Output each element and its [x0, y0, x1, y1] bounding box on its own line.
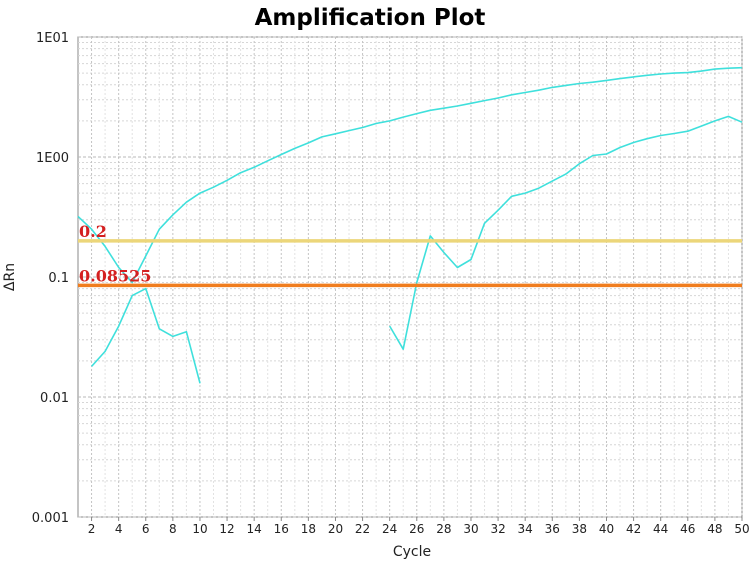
x-tick-label: 24	[382, 522, 397, 536]
amplification-curve-1	[77, 66, 743, 284]
x-tick-label: 36	[545, 522, 560, 536]
y-tick-label: 1E01	[36, 31, 69, 46]
x-axis-ticks: 2 4 6 8 10 12 14 16 18 20 22 24 26 28 30 32 34 36 38 40 42 44…	[88, 517, 750, 536]
x-tick-label: 16	[274, 522, 289, 536]
x-tick-label: 14	[247, 522, 262, 536]
chart-title: Amplification Plot	[255, 5, 486, 31]
threshold-label-2: 0.08525	[79, 266, 151, 285]
x-tick-label: 22	[355, 522, 370, 536]
x-tick-label: 6	[142, 522, 150, 536]
x-tick-label: 28	[436, 522, 451, 536]
grid-major	[78, 36, 743, 518]
x-tick-label: 40	[599, 522, 614, 536]
x-tick-label: 20	[328, 522, 343, 536]
x-axis-label: Cycle	[393, 544, 431, 560]
grid-minor	[78, 37, 742, 517]
x-tick-label: 30	[463, 522, 478, 536]
x-tick-label: 48	[707, 522, 722, 536]
y-tick-label: 0.01	[40, 391, 69, 406]
x-tick-label: 18	[301, 522, 316, 536]
x-tick-label: 12	[219, 522, 234, 536]
x-tick-label: 34	[518, 522, 533, 536]
amplification-curve-3	[389, 115, 743, 351]
x-tick-label: 50	[734, 522, 749, 536]
x-tick-label: 38	[572, 522, 587, 536]
series-layer	[77, 66, 743, 384]
x-tick-label: 44	[653, 522, 668, 536]
y-tick-label: 0.001	[32, 511, 69, 526]
threshold-layer: 0.2 0.08525	[78, 222, 742, 288]
x-tick-label: 42	[626, 522, 641, 536]
x-tick-label: 46	[680, 522, 695, 536]
x-tick-label: 32	[490, 522, 505, 536]
y-tick-label: 1E00	[36, 151, 69, 166]
x-tick-label: 8	[169, 522, 177, 536]
y-tick-label: 0.1	[48, 271, 69, 286]
amplification-curve-2	[91, 287, 201, 384]
threshold-label-1: 0.2	[79, 222, 107, 241]
x-tick-label: 2	[88, 522, 96, 536]
y-axis-ticks: 0.001 0.01 0.1 1E00 1E01	[32, 31, 69, 526]
x-tick-label: 4	[115, 522, 123, 536]
x-tick-label: 10	[192, 522, 207, 536]
y-axis-label: ΔRn	[2, 263, 18, 291]
x-tick-label: 26	[409, 522, 424, 536]
